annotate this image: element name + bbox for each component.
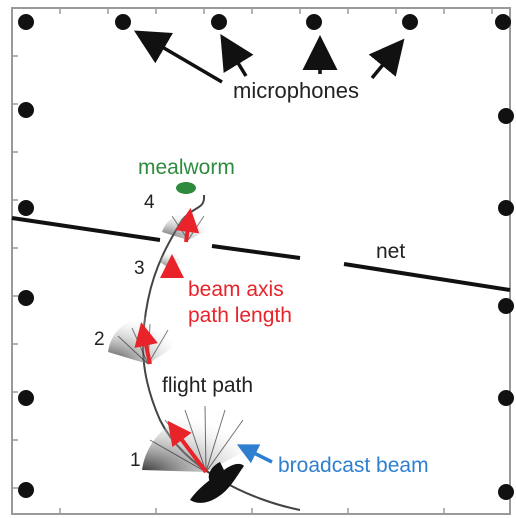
- microphone-dot: [498, 484, 514, 500]
- microphone-dot: [498, 108, 514, 124]
- microphone-dot: [306, 14, 322, 30]
- microphone-dot: [18, 102, 34, 118]
- microphone-dot: [18, 290, 34, 306]
- net-label: net: [376, 240, 405, 263]
- microphone-dot: [498, 200, 514, 216]
- microphone-dots: [18, 14, 514, 500]
- microphone-dot: [402, 14, 418, 30]
- microphone-dot: [18, 200, 34, 216]
- position-label-2: 2: [94, 329, 105, 350]
- broadcast-beam-label: broadcast beam: [278, 454, 429, 477]
- microphone-dot: [211, 14, 227, 30]
- microphone-dot: [18, 14, 34, 30]
- flight-path-label: flight path: [162, 374, 253, 397]
- beam-axis-arrows: [134, 208, 208, 474]
- microphone-dot: [18, 482, 34, 498]
- microphone-dot: [498, 298, 514, 314]
- microphone-dot: [498, 390, 514, 406]
- mealworm-label: mealworm: [138, 156, 235, 179]
- microphone-dot: [495, 14, 511, 30]
- beam-axis-label-line1: beam axis: [188, 278, 284, 301]
- position-label-4: 4: [144, 192, 155, 213]
- net-line: [11, 216, 511, 292]
- position-label-1: 1: [130, 450, 141, 471]
- microphone-dot: [115, 14, 131, 30]
- position-label-3: 3: [134, 258, 145, 279]
- microphone-dot: [18, 390, 34, 406]
- broadcast-beam-arrow: [236, 444, 273, 464]
- microphones-label: microphones: [233, 78, 359, 103]
- mealworm-shape: [176, 182, 196, 194]
- frame-border: [11, 7, 511, 515]
- microphone-arrows: [133, 30, 405, 84]
- beam-axis-label-line2: path length: [188, 304, 292, 327]
- bat-silhouette: [190, 462, 244, 503]
- frame-ticks: [12, 8, 493, 514]
